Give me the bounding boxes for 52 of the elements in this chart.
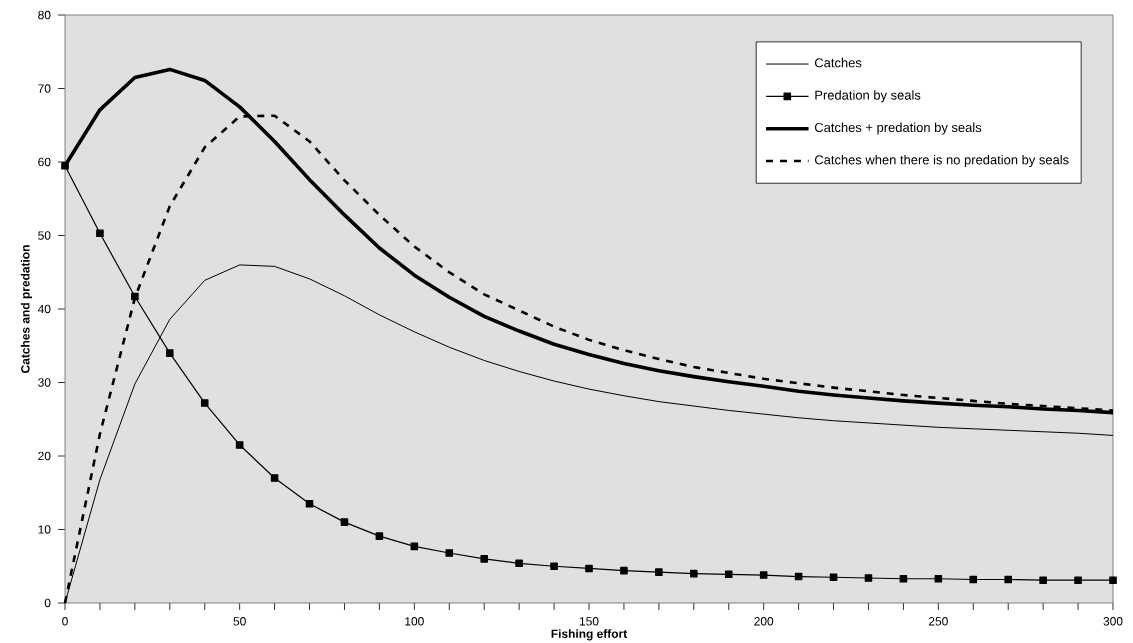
point <box>1074 576 1082 585</box>
legend-label: Catches + predation by seals <box>814 122 982 135</box>
point <box>620 566 628 575</box>
point <box>899 574 908 583</box>
legend-label: Catches <box>814 57 862 68</box>
y-tick-label: 50 <box>38 231 51 240</box>
point <box>480 555 488 563</box>
y-tick-label: 80 <box>38 10 51 20</box>
y-axis-title: Catches and predation <box>20 245 32 373</box>
point <box>724 570 733 579</box>
x-tick-label: 300 <box>1103 617 1123 626</box>
point <box>445 549 454 557</box>
x-tick-label: 150 <box>579 617 599 626</box>
point <box>690 569 698 578</box>
point <box>1039 576 1047 585</box>
point <box>969 575 978 584</box>
point <box>235 441 244 449</box>
x-axis-title: Fishing effort <box>551 629 628 641</box>
x-tick-label: 50 <box>233 617 246 626</box>
y-tick-label: 30 <box>38 378 51 387</box>
y-tick-label: 10 <box>38 525 51 534</box>
y-tick-label: 20 <box>38 451 51 461</box>
point <box>270 474 279 482</box>
point <box>166 349 174 357</box>
point <box>829 573 838 582</box>
point <box>200 399 209 407</box>
y-tick-label: 0 <box>44 598 51 608</box>
x-tick-label: 100 <box>405 617 424 626</box>
point <box>515 559 523 568</box>
point <box>131 292 139 301</box>
y-tick-label: 60 <box>38 157 51 167</box>
y-tick-label: 70 <box>38 84 51 93</box>
point <box>1109 576 1117 585</box>
point <box>61 161 69 170</box>
point <box>864 574 873 582</box>
x-tick-label: 200 <box>754 617 774 626</box>
point <box>655 568 663 576</box>
point <box>305 499 314 508</box>
point <box>759 571 768 579</box>
point <box>1004 575 1012 584</box>
point <box>585 564 593 573</box>
legend-label: Predation by seals <box>815 90 921 103</box>
point <box>340 518 349 526</box>
point <box>375 532 384 540</box>
x-tick-label: 0 <box>62 617 68 626</box>
y-tick-label: 40 <box>37 304 51 314</box>
point <box>410 542 419 551</box>
x-tick-label: 250 <box>928 617 948 626</box>
legend-label: Catches when there is no predation by seals <box>814 154 1069 167</box>
point <box>550 562 558 571</box>
point <box>96 229 104 238</box>
point <box>934 574 943 583</box>
